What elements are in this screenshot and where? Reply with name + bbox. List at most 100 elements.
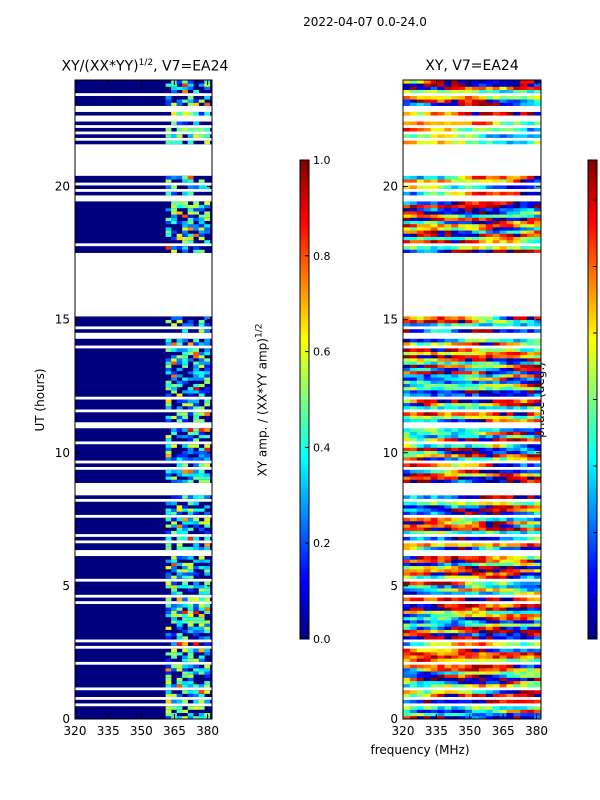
phase-cell	[534, 463, 541, 467]
phase-cell	[520, 210, 528, 215]
amp-cell	[204, 517, 211, 522]
phase-cell	[465, 527, 473, 531]
phase-cell	[458, 674, 466, 678]
phase-cell	[465, 99, 473, 103]
phase-cell	[506, 415, 514, 420]
phase-cell	[499, 370, 507, 375]
phase-cell	[416, 642, 424, 646]
phase-cell	[437, 453, 445, 458]
phase-cell	[472, 386, 480, 391]
phase-cell	[437, 405, 445, 410]
phase-cell	[485, 706, 493, 710]
phase-cell	[513, 635, 521, 640]
phase-cell	[409, 86, 418, 90]
phase-cell	[506, 463, 514, 467]
phase-cell	[458, 399, 466, 404]
phase-cell	[423, 402, 431, 407]
phase-cell	[458, 632, 466, 637]
amp-row	[75, 338, 212, 343]
phase-cell	[451, 626, 459, 630]
phase-cell	[485, 527, 493, 531]
phase-cell	[520, 543, 528, 547]
amp-cell	[193, 373, 200, 378]
phase-cell	[534, 316, 541, 321]
phase-cell	[485, 428, 493, 432]
phase-cell	[437, 447, 445, 452]
phase-cell	[444, 693, 452, 698]
phase-cell	[465, 140, 473, 145]
phase-cell	[423, 642, 431, 646]
amp-cell	[198, 434, 205, 439]
phase-cell	[472, 220, 480, 225]
phase-cell	[465, 444, 473, 448]
phase-cell	[506, 201, 514, 206]
phase-cell	[444, 361, 452, 365]
phase-cell	[451, 648, 459, 653]
amp-row	[75, 597, 212, 602]
phase-cell	[451, 389, 459, 394]
amp-row	[75, 706, 212, 710]
phase-cell	[444, 629, 452, 634]
phase-cell	[478, 664, 487, 669]
phase-cell	[513, 175, 521, 180]
phase-cell	[423, 185, 431, 190]
phase-cell	[423, 568, 431, 573]
phase-cell	[513, 239, 521, 244]
phase-cell	[444, 239, 452, 244]
amp-cell	[176, 556, 183, 560]
amp-cell	[176, 367, 183, 372]
amp-cell	[165, 447, 172, 452]
phase-cell	[513, 699, 521, 704]
amp-xtick-label: 350	[130, 724, 153, 738]
phase-cell	[430, 715, 438, 719]
phase-cell	[520, 319, 528, 324]
phase-cell	[430, 712, 438, 717]
amp-cell	[182, 249, 188, 253]
phase-cell	[527, 214, 535, 218]
phase-cell	[444, 316, 452, 321]
amp-cell	[182, 361, 188, 365]
phase-cell	[409, 597, 418, 602]
phase-cell	[465, 546, 473, 551]
phase-cell	[430, 683, 438, 688]
phase-cell	[534, 536, 541, 541]
phase-cell	[403, 648, 411, 653]
amp-cell	[193, 351, 200, 356]
amp-cell	[187, 322, 194, 327]
phase-cell	[403, 223, 411, 228]
phase-cell	[416, 581, 424, 586]
phase-cell	[472, 667, 480, 672]
amp-cell	[193, 693, 200, 698]
amp-row	[75, 517, 212, 522]
amp-xtick-label: 365	[163, 724, 186, 738]
phase-cell	[465, 226, 473, 231]
phase-cell	[409, 322, 418, 327]
phase-cell	[444, 463, 452, 467]
phase-cell	[458, 543, 466, 547]
phase-cell	[403, 361, 411, 365]
phase-cell	[527, 319, 535, 324]
amp-cell	[204, 536, 211, 541]
phase-cell	[534, 623, 541, 627]
phase-cell	[451, 223, 459, 228]
phase-cell	[430, 530, 438, 535]
phase-cell	[430, 127, 438, 132]
phase-cell	[465, 437, 473, 442]
phase-cell	[485, 434, 493, 439]
phase-cell	[444, 626, 452, 630]
phase-cell	[423, 648, 431, 653]
phase-cell	[416, 568, 424, 573]
phase-cell	[409, 354, 418, 359]
phase-cell	[534, 437, 541, 442]
phase-cell	[534, 140, 541, 145]
phase-cell	[472, 354, 480, 359]
phase-cell	[520, 179, 528, 183]
amp-cell	[198, 469, 205, 474]
phase-cell	[513, 479, 521, 483]
phase-cell	[492, 556, 500, 560]
phase-cell	[451, 341, 459, 346]
phase-cell	[430, 504, 438, 509]
phase-cell	[485, 236, 493, 241]
phase-cell	[458, 389, 466, 394]
phase-cell	[451, 613, 459, 618]
